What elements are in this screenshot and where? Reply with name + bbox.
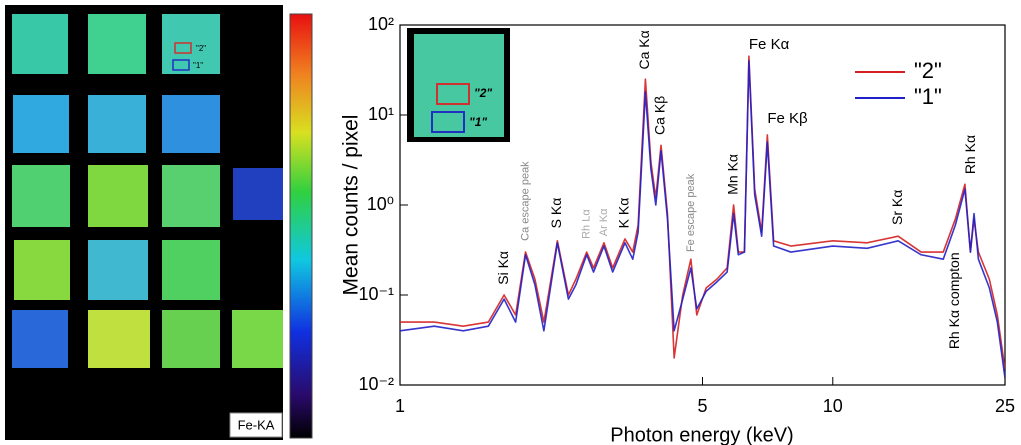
inset-image: "2" "1" [407, 28, 510, 142]
map-label: Fe-KA [238, 417, 275, 432]
tile [233, 168, 283, 220]
y-tick-label: 10⁰ [367, 194, 394, 214]
tile [13, 95, 69, 153]
tile [162, 310, 220, 368]
y-tick-label: 10² [368, 14, 394, 34]
x-axis-label: Photon energy (keV) [610, 424, 793, 445]
peak-annotation: S Kα [548, 198, 564, 229]
tile [162, 240, 220, 300]
y-tick-label: 10⁻² [358, 374, 394, 394]
region-label: "1" [193, 61, 203, 70]
element-map: "2" "1" Fe-KA [5, 5, 283, 440]
peak-annotation: Fe escape peak [685, 173, 697, 252]
region-box [172, 59, 190, 71]
tile [12, 14, 68, 74]
legend-label: "2" [914, 58, 942, 83]
colorbar [289, 13, 313, 439]
inset-region [436, 83, 470, 105]
peak-annotation: Sr Kα [889, 190, 905, 225]
tile [88, 165, 148, 227]
peak-annotation: Ar Kα [598, 208, 610, 236]
x-tick-label: 10 [823, 396, 843, 416]
tile [232, 310, 283, 368]
y-tick-label: 10¹ [368, 104, 394, 124]
x-tick-label: 25 [995, 396, 1015, 416]
map-label-box [229, 412, 283, 438]
x-tick-label: 5 [697, 396, 707, 416]
peak-annotation: Ca Kα [636, 30, 652, 69]
tile [88, 310, 150, 368]
peak-annotation: Mn Kα [724, 154, 740, 195]
inset-label: "1" [469, 115, 487, 129]
peak-annotation: Rh Kα [962, 135, 978, 174]
tile [162, 95, 220, 153]
tile [12, 310, 68, 368]
inset-region [431, 111, 465, 133]
peak-annotation: Fe Kα [749, 36, 790, 53]
x-tick-label: 1 [395, 396, 405, 416]
tile [14, 240, 70, 300]
y-tick-label: 10⁻¹ [358, 284, 394, 304]
peak-annotation: Rh Lα [581, 209, 593, 239]
y-axis-label: Mean counts / pixel [340, 115, 363, 296]
inset-label: "2" [474, 86, 492, 100]
tile [162, 165, 220, 227]
tile [88, 240, 148, 300]
peak-annotation: Rh Kα compton [946, 252, 962, 349]
peak-annotation: Fe Kβ [767, 110, 808, 127]
tile [12, 165, 70, 227]
legend-label: "1" [914, 84, 942, 109]
tile [88, 14, 146, 74]
tile [88, 95, 146, 153]
peak-annotation: Si Kα [495, 251, 511, 285]
peak-annotation: Ca Kβ [652, 96, 668, 135]
peak-annotation: Ca escape peak [519, 161, 531, 241]
spectrum-line [400, 60, 1005, 378]
region-label: "2" [196, 44, 206, 53]
inset-tile [414, 34, 504, 137]
region-box [174, 42, 192, 54]
peak-annotation: K Kα [616, 198, 632, 229]
series-group [400, 55, 1005, 378]
